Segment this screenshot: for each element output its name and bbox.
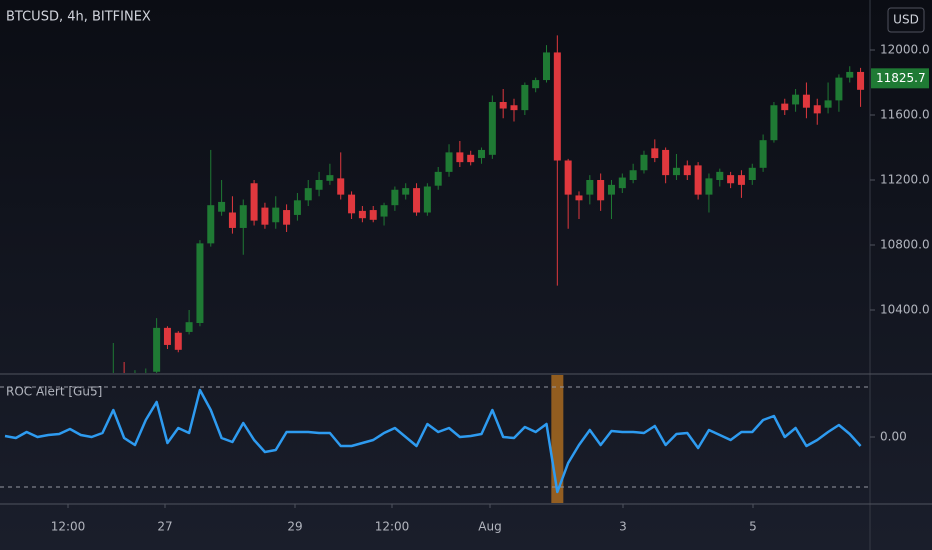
- candle-body: [315, 180, 323, 190]
- candle-body: [521, 84, 529, 111]
- candle-body: [250, 183, 258, 221]
- candle-body: [781, 103, 789, 111]
- candle-body: [272, 207, 280, 223]
- candle-body: [239, 205, 247, 228]
- candle-body: [532, 80, 540, 89]
- candle-body: [792, 94, 800, 105]
- x-tick-label: 12:00: [51, 520, 86, 534]
- candle-body: [304, 188, 312, 201]
- y-tick-label: 10400.0: [880, 302, 930, 316]
- candle-body: [672, 167, 680, 176]
- candle-body: [380, 205, 388, 217]
- candle-body: [802, 94, 810, 108]
- indicator-title: ROC Alert [Gu5]: [6, 385, 102, 399]
- currency-label[interactable]: USD: [893, 13, 919, 27]
- candle-body: [348, 194, 356, 214]
- candle-body: [445, 152, 453, 172]
- candle-body: [575, 195, 583, 201]
- last-price-label: 11825.7: [876, 71, 926, 85]
- candle-body: [174, 332, 182, 350]
- candle-body: [153, 327, 161, 372]
- candle-body: [358, 210, 366, 219]
- candle-body: [857, 71, 865, 90]
- axes: 10400.0 10800.0 11200.0 11600.0 12000.0 11825…: [51, 43, 930, 534]
- candle-body: [283, 210, 291, 225]
- y-tick-label: 12000.0: [880, 43, 930, 57]
- candle-body: [694, 165, 702, 195]
- price-pane: [112, 35, 865, 373]
- y-tick-label: 11600.0: [880, 108, 930, 122]
- candle-body: [727, 175, 735, 184]
- candle-body: [488, 102, 496, 155]
- candle-body: [716, 171, 724, 181]
- candle-body: [543, 52, 550, 81]
- candle-body: [228, 212, 236, 228]
- candle-body: [629, 170, 637, 181]
- candle-body: [683, 165, 691, 176]
- candle-body: [207, 205, 215, 244]
- candle-body: [846, 71, 854, 78]
- candle-body: [293, 200, 301, 215]
- candle-body: [326, 175, 334, 181]
- candle-body: [467, 154, 475, 163]
- x-tick-label: 27: [157, 520, 172, 534]
- candle-body: [218, 201, 226, 212]
- x-tick-label: 3: [619, 520, 627, 534]
- candle-body: [163, 327, 171, 345]
- candle-body: [835, 77, 843, 101]
- candle-body: [456, 152, 464, 163]
- x-tick-label: 29: [287, 520, 302, 534]
- candle-body: [607, 184, 615, 195]
- indicator-pane: [0, 375, 870, 503]
- candle-body: [824, 100, 832, 108]
- candle-body: [337, 178, 345, 195]
- candle-body: [651, 148, 659, 159]
- candle-body: [813, 105, 821, 114]
- candle-body: [478, 149, 486, 159]
- candle-body: [423, 186, 431, 213]
- candle-body: [261, 207, 269, 225]
- x-tick-label: Aug: [478, 520, 501, 534]
- candle-body: [369, 210, 377, 220]
- roc-line: [4, 388, 862, 494]
- x-tick-label: 12:00: [375, 520, 410, 534]
- candle-body: [564, 160, 572, 195]
- candle-body: [391, 189, 399, 206]
- candle-body: [553, 52, 561, 161]
- candle-body: [434, 171, 442, 186]
- chart-title: BTCUSD, 4h, BITFINEX: [6, 10, 151, 25]
- candle-body: [662, 149, 670, 176]
- candle-body: [759, 140, 767, 168]
- candle-body: [597, 180, 605, 201]
- candle-body: [402, 188, 410, 195]
- candle-body: [196, 243, 204, 323]
- x-tick-label: 5: [749, 520, 757, 534]
- y-tick-label: 10800.0: [880, 237, 930, 251]
- currency-button[interactable]: [887, 7, 925, 33]
- candle-body: [618, 177, 626, 189]
- candle-body: [510, 105, 518, 111]
- y-tick-label: 11200.0: [880, 173, 930, 187]
- candle-body: [185, 322, 193, 332]
- candle-body: [770, 105, 778, 141]
- candle-body: [748, 167, 756, 181]
- candle-body: [640, 154, 648, 171]
- y-tick-label: 0.00: [880, 430, 907, 444]
- candle-body: [413, 188, 421, 213]
- last-price-box: [871, 68, 929, 89]
- candle-body: [499, 102, 507, 109]
- candle-body: [737, 175, 745, 185]
- candle-body: [705, 178, 713, 195]
- candle-body: [586, 180, 594, 195]
